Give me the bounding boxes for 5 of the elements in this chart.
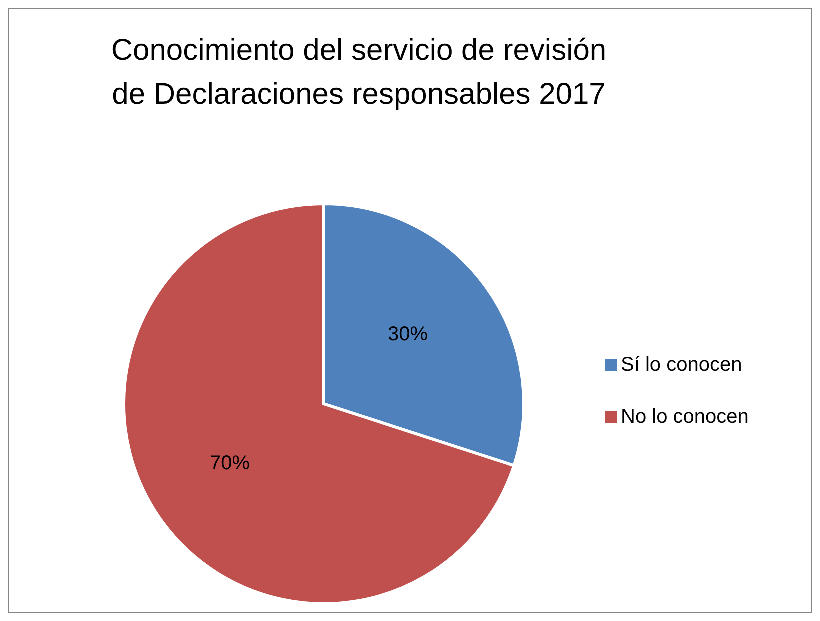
data-label: 30% — [388, 323, 428, 346]
chart-title: Conocimiento del servicio de revisión de Declaraciones responsables 2017 — [110, 33, 608, 113]
legend-label: No lo conocen — [621, 406, 749, 428]
data-label: 70% — [210, 452, 250, 475]
legend-label: Sí lo conocen — [621, 354, 742, 376]
